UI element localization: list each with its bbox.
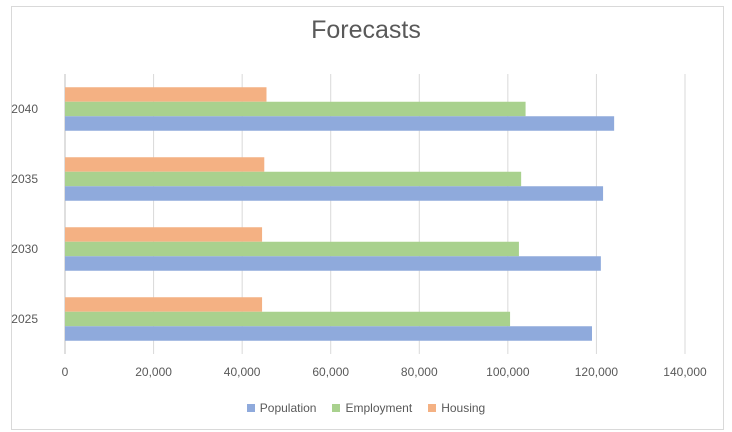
- x-tick-label: 80,000: [401, 365, 438, 379]
- bar-population-2030: [65, 256, 601, 271]
- legend-swatch-population: [246, 404, 255, 412]
- chart-title: Forecasts: [311, 16, 421, 44]
- bar-employment-2025: [65, 311, 511, 327]
- y-tick-label: 2030: [11, 242, 38, 256]
- bar-housing-2035: [65, 157, 265, 172]
- x-tick-label: 100,000: [486, 365, 530, 379]
- legend-item-population: Population: [246, 401, 317, 415]
- y-tick-label: 2025: [11, 312, 38, 326]
- chart-legend: Population Employment Housing: [0, 401, 732, 415]
- bar-employment-2030: [65, 241, 519, 257]
- bar-population-2035: [65, 186, 604, 201]
- bar-housing-2025: [65, 297, 263, 312]
- bar-employment-2035: [65, 171, 522, 187]
- legend-item-employment: Employment: [332, 401, 412, 415]
- x-tick-label: 0: [62, 365, 69, 379]
- x-tick-label: 140,000: [663, 365, 707, 379]
- bar-population-2040: [65, 116, 615, 131]
- bar-housing-2030: [65, 227, 263, 242]
- bar-population-2025: [65, 326, 592, 341]
- legend-item-housing: Housing: [428, 401, 485, 415]
- x-tick-label: 120,000: [575, 365, 619, 379]
- x-tick-label: 20,000: [135, 365, 172, 379]
- chart-frame: [11, 6, 724, 430]
- x-tick-label: 40,000: [224, 365, 261, 379]
- bar-employment-2040: [65, 101, 526, 117]
- legend-label-population: Population: [259, 401, 317, 415]
- bar-housing-2040: [65, 87, 267, 102]
- legend-label-employment: Employment: [345, 401, 413, 415]
- x-tick-label: 60,000: [312, 365, 349, 379]
- y-tick-label: 2035: [11, 172, 38, 186]
- legend-swatch-housing: [428, 404, 437, 412]
- legend-label-housing: Housing: [441, 401, 486, 415]
- y-tick-label: 2040: [11, 102, 38, 116]
- legend-swatch-employment: [332, 404, 341, 412]
